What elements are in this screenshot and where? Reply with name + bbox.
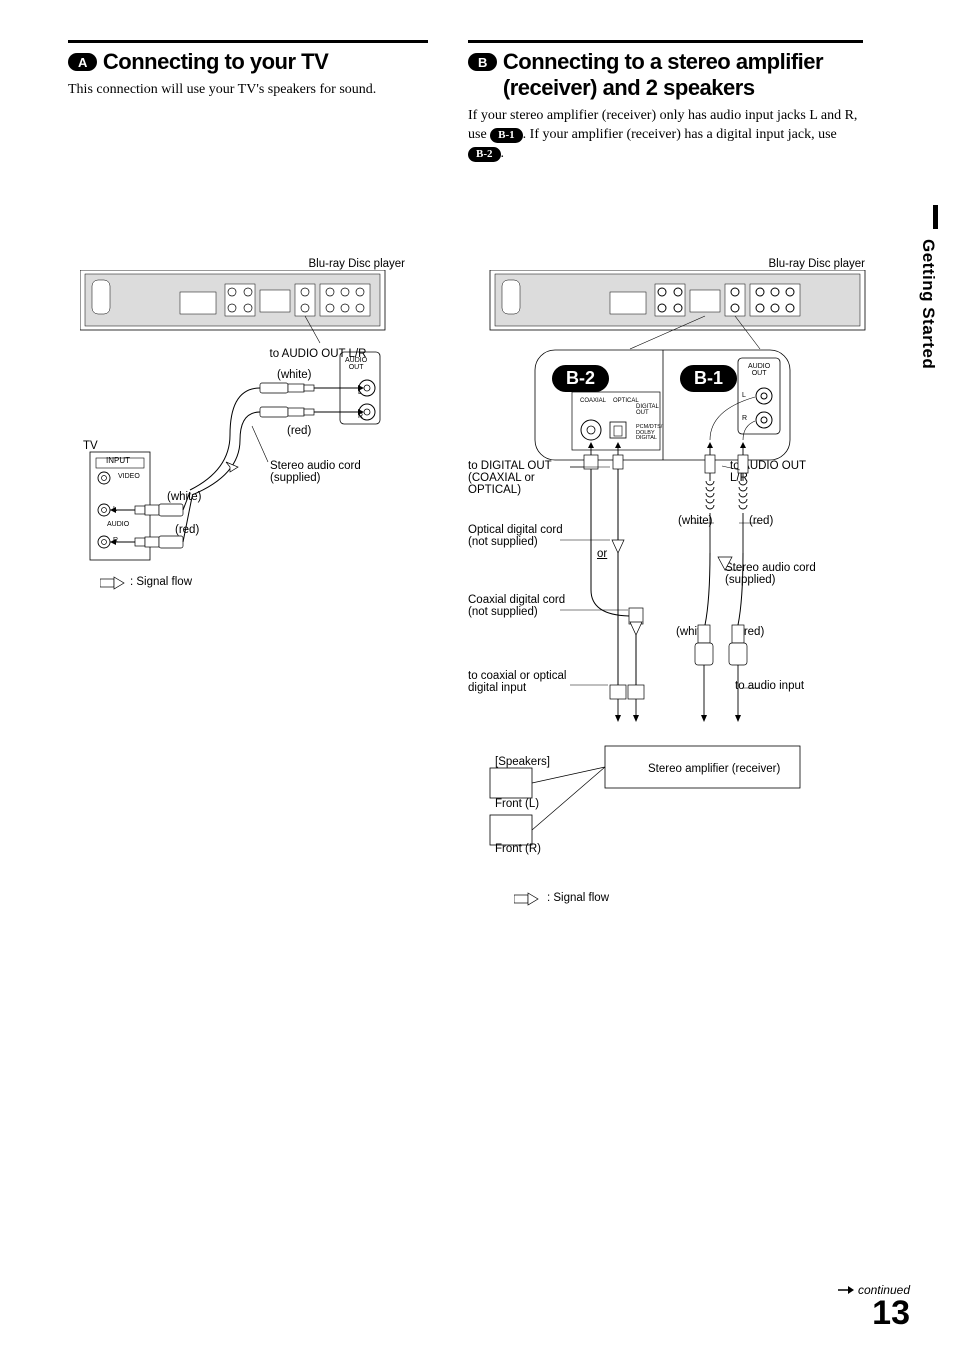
section-tab: Getting Started [912,205,938,495]
section-tab-label: Getting Started [918,239,938,369]
section-a-body: This connection will use your TV's speak… [68,81,428,100]
diagram-a [80,270,395,580]
section-a-title: Connecting to your TV [103,49,328,75]
db-caption: Blu-ray Disc player [665,258,865,270]
continued-arrow-icon [838,1285,854,1295]
section-b-title: Connecting to a stereo amplifier (receiv… [503,49,863,101]
inline-badge-b2: B-2 [468,147,501,162]
inline-badge-b1: B-1 [490,128,523,143]
db-signal-flow: : Signal flow [547,892,609,904]
page-number: 13 [872,1294,910,1333]
diagram-b [480,270,880,890]
signal-flow-icon-a [100,576,126,590]
signal-flow-icon-b [514,892,540,906]
section-a-badge: A [68,53,97,71]
section-b-body: If your stereo amplifier (receiver) only… [468,107,863,164]
section-b-badge: B [468,53,497,71]
da-caption: Blu-ray Disc player [205,258,405,270]
